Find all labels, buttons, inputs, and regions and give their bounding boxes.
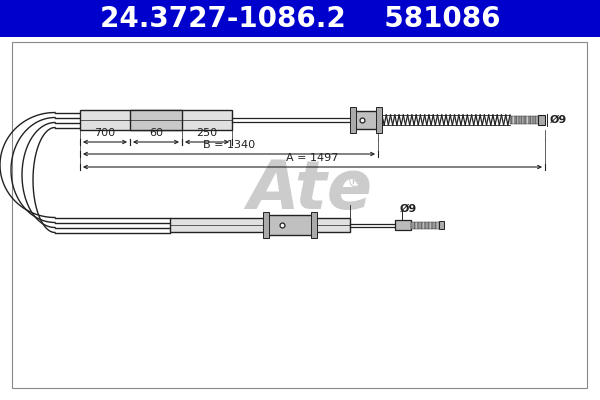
Text: Ø9: Ø9 bbox=[550, 115, 567, 125]
Bar bbox=[265, 215, 313, 235]
Text: ®: ® bbox=[347, 173, 363, 191]
Text: 700: 700 bbox=[94, 128, 116, 138]
Bar bbox=[521, 116, 524, 124]
Bar bbox=[524, 116, 526, 124]
Text: Ate: Ate bbox=[247, 157, 373, 223]
Text: A = 1497: A = 1497 bbox=[286, 153, 338, 163]
Bar bbox=[12, 42, 587, 388]
Bar bbox=[311, 212, 317, 238]
Bar bbox=[529, 116, 531, 124]
Bar bbox=[418, 222, 421, 228]
Bar bbox=[376, 107, 382, 133]
Bar bbox=[428, 222, 432, 228]
Text: 24.3727-1086.2    581086: 24.3727-1086.2 581086 bbox=[100, 5, 500, 33]
Bar bbox=[510, 116, 512, 124]
Bar bbox=[395, 220, 411, 230]
Bar bbox=[0, 0, 600, 37]
Bar bbox=[520, 116, 521, 124]
Bar bbox=[170, 218, 350, 232]
Bar bbox=[80, 110, 232, 130]
Bar bbox=[352, 111, 378, 129]
Bar bbox=[531, 116, 533, 124]
Bar bbox=[421, 222, 425, 228]
Text: Ø9: Ø9 bbox=[400, 204, 417, 214]
Bar bbox=[538, 115, 545, 125]
Bar bbox=[350, 107, 356, 133]
Text: B = 1340: B = 1340 bbox=[203, 140, 255, 150]
Bar bbox=[432, 222, 436, 228]
Bar bbox=[425, 222, 428, 228]
Text: 250: 250 bbox=[196, 128, 218, 138]
Bar bbox=[130, 110, 182, 130]
Bar bbox=[263, 212, 269, 238]
Bar bbox=[415, 222, 418, 228]
Bar bbox=[517, 116, 520, 124]
Bar bbox=[536, 116, 538, 124]
Bar bbox=[512, 116, 515, 124]
Bar bbox=[439, 221, 444, 229]
Bar bbox=[515, 116, 517, 124]
Bar bbox=[526, 116, 529, 124]
Text: 60: 60 bbox=[149, 128, 163, 138]
Bar bbox=[411, 222, 415, 228]
Bar bbox=[533, 116, 536, 124]
Bar bbox=[436, 222, 439, 228]
